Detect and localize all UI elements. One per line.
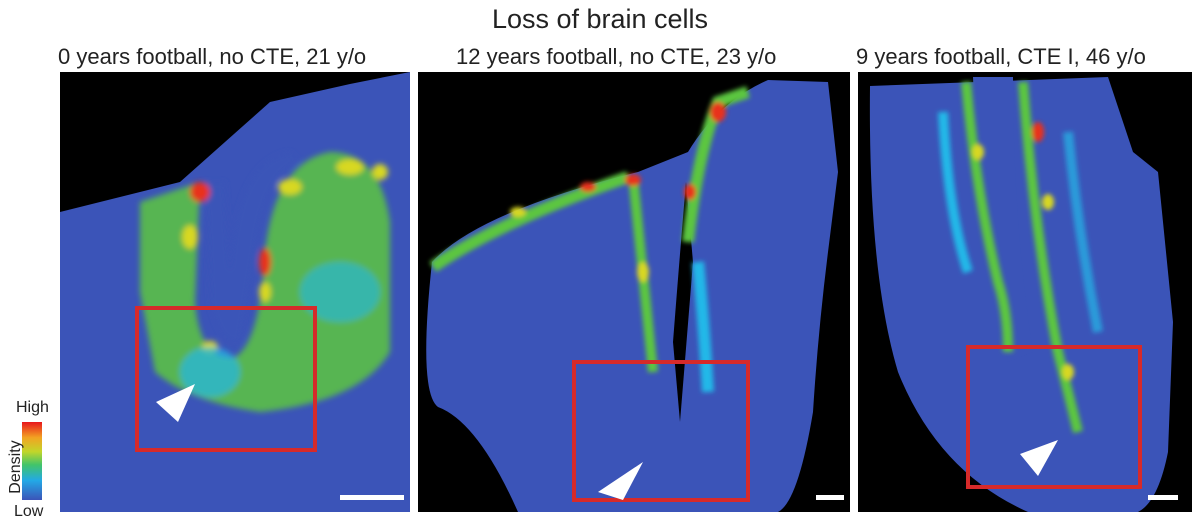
- colorbar-high-label: High: [16, 399, 49, 416]
- arrowhead-marker: [156, 384, 195, 422]
- panel-3-title: 9 years football, CTE I, 46 y/o: [856, 44, 1146, 69]
- highlight-box: [966, 345, 1142, 489]
- panel-1-title: 0 years football, no CTE, 21 y/o: [58, 44, 367, 69]
- highlight-box: [572, 360, 750, 502]
- cell-band: [429, 86, 750, 393]
- panel-1-image: [60, 72, 410, 512]
- scale-bar: [816, 495, 844, 500]
- colorbar: [22, 422, 42, 500]
- scale-bar: [1148, 495, 1178, 500]
- arrowhead-marker: [598, 462, 643, 500]
- scale-bar: [340, 495, 404, 500]
- panel-3-image: [858, 72, 1192, 512]
- highlight-box: [135, 306, 317, 452]
- tissue-region: [426, 80, 838, 512]
- panel-2-title: 12 years football, no CTE, 23 y/o: [456, 44, 777, 69]
- sulcus-inner: [973, 77, 1033, 362]
- cell-band: [938, 81, 1103, 434]
- panel-2-image: [418, 72, 850, 512]
- cell-band: [140, 152, 390, 412]
- arrowhead-marker: [1020, 440, 1058, 476]
- colorbar-density-label: Density: [7, 440, 24, 494]
- colorbar-low-label: Low: [14, 503, 44, 520]
- figure-title: Loss of brain cells: [491, 4, 709, 34]
